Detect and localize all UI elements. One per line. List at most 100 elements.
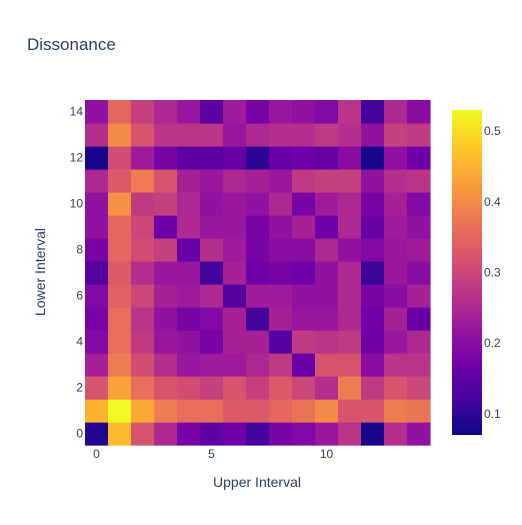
heatmap-cell	[200, 100, 224, 124]
heatmap-cell	[407, 307, 431, 331]
heatmap-cell	[338, 284, 362, 308]
heatmap-cell	[361, 261, 385, 285]
heatmap-cell	[338, 100, 362, 124]
heatmap-cell	[85, 353, 109, 377]
heatmap-cell	[269, 284, 293, 308]
heatmap-cell	[269, 169, 293, 193]
heatmap-cell	[200, 192, 224, 216]
heatmap-cell	[384, 330, 408, 354]
heatmap-cell	[223, 123, 247, 147]
heatmap-cell	[315, 169, 339, 193]
heatmap-cell	[108, 330, 132, 354]
heatmap-cell	[292, 330, 316, 354]
heatmap-cell	[85, 284, 109, 308]
heatmap-cell	[246, 376, 270, 400]
heatmap-cell	[292, 307, 316, 331]
heatmap-cell	[384, 399, 408, 423]
heatmap-cell	[315, 261, 339, 285]
heatmap-cell	[315, 238, 339, 262]
heatmap-cell	[338, 330, 362, 354]
heatmap-cell	[131, 376, 155, 400]
heatmap-cell	[361, 399, 385, 423]
heatmap-cell	[246, 353, 270, 377]
heatmap-cell	[200, 261, 224, 285]
heatmap-cell	[246, 330, 270, 354]
heatmap-cell	[269, 376, 293, 400]
heatmap-cell	[292, 123, 316, 147]
heatmap-cell	[361, 123, 385, 147]
heatmap-cell	[407, 422, 431, 446]
heatmap-cell	[108, 215, 132, 239]
heatmap-cell	[384, 146, 408, 170]
heatmap-cell	[338, 192, 362, 216]
heatmap-cell	[154, 215, 178, 239]
heatmap-cell	[246, 123, 270, 147]
y-tick-label: 0	[76, 427, 83, 441]
heatmap-cell	[246, 422, 270, 446]
heatmap-cell	[361, 215, 385, 239]
heatmap-cell	[246, 284, 270, 308]
heatmap-cell	[315, 215, 339, 239]
heatmap-cell	[177, 100, 201, 124]
heatmap-cell	[269, 215, 293, 239]
heatmap-cell	[177, 192, 201, 216]
heatmap-cell	[108, 169, 132, 193]
heatmap-cell	[177, 146, 201, 170]
heatmap-cell	[269, 330, 293, 354]
heatmap-cell	[177, 422, 201, 446]
heatmap-cell	[85, 146, 109, 170]
heatmap-cell	[361, 192, 385, 216]
heatmap-cell	[131, 284, 155, 308]
heatmap-cell	[177, 284, 201, 308]
heatmap-cell	[177, 123, 201, 147]
heatmap-cell	[407, 376, 431, 400]
heatmap-cell	[338, 238, 362, 262]
heatmap-cells	[85, 100, 431, 446]
heatmap-cell	[384, 353, 408, 377]
y-tick-label: 8	[76, 243, 83, 257]
heatmap-cell	[177, 169, 201, 193]
heatmap-cell	[131, 192, 155, 216]
heatmap-cell	[361, 238, 385, 262]
heatmap-cell	[200, 399, 224, 423]
heatmap-cell	[85, 192, 109, 216]
heatmap-cell	[338, 376, 362, 400]
heatmap-cell	[338, 146, 362, 170]
heatmap-cell	[361, 169, 385, 193]
heatmap-cell	[223, 169, 247, 193]
heatmap-cell	[85, 376, 109, 400]
colorbar-tick-label: 0.1	[484, 407, 501, 421]
heatmap-cell	[154, 399, 178, 423]
heatmap-cell	[177, 376, 201, 400]
heatmap-cell	[292, 100, 316, 124]
heatmap-cell	[338, 261, 362, 285]
heatmap-cell	[200, 238, 224, 262]
heatmap-cell	[223, 215, 247, 239]
heatmap-cell	[154, 238, 178, 262]
heatmap-cell	[85, 422, 109, 446]
heatmap-cell	[292, 169, 316, 193]
y-tick-label: 4	[76, 335, 83, 349]
heatmap-cell	[407, 192, 431, 216]
heatmap-cell	[200, 146, 224, 170]
heatmap-cell	[154, 376, 178, 400]
heatmap-cell	[384, 238, 408, 262]
heatmap-cell	[384, 376, 408, 400]
heatmap-cell	[292, 146, 316, 170]
heatmap-cell	[384, 261, 408, 285]
heatmap-cell	[108, 192, 132, 216]
heatmap-cell	[131, 215, 155, 239]
heatmap-cell	[108, 123, 132, 147]
heatmap-cell	[154, 192, 178, 216]
heatmap-cell	[269, 422, 293, 446]
heatmap-cell	[315, 192, 339, 216]
heatmap-cell	[361, 376, 385, 400]
heatmap-cell	[246, 100, 270, 124]
heatmap-cell	[315, 146, 339, 170]
heatmap-cell	[407, 261, 431, 285]
chart-title: Dissonance	[27, 35, 116, 54]
heatmap-cell	[338, 215, 362, 239]
heatmap-cell	[384, 123, 408, 147]
heatmap-cell	[315, 353, 339, 377]
